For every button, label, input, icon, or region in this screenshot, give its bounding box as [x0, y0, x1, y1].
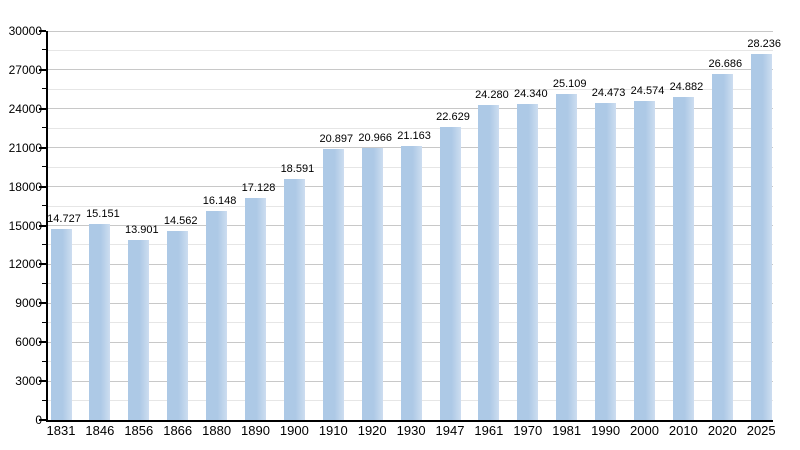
x-tick-label: 1930 [396, 423, 426, 438]
y-tick-label: 27000 [8, 62, 42, 77]
x-tick-label: 2010 [668, 423, 698, 438]
y-axis-major-tick [39, 341, 46, 344]
x-tick-label: 1900 [279, 423, 309, 438]
bar-2020 [711, 73, 733, 420]
bar-1856 [128, 239, 150, 420]
y-axis-major-tick [39, 146, 46, 149]
y-axis-minor-tick [42, 321, 46, 323]
plot-area [39, 30, 773, 422]
gridline-minor [48, 127, 773, 129]
gridline-major [48, 69, 773, 71]
bar-2000 [634, 101, 655, 420]
x-tick-label: 1846 [85, 423, 115, 438]
y-axis-major-tick [39, 302, 46, 305]
bar-1990 [595, 102, 617, 420]
y-axis-minor-tick [42, 127, 46, 129]
x-tick-label: 1866 [163, 423, 193, 438]
bar-1900 [283, 178, 305, 420]
x-tick-label: 1890 [241, 423, 270, 438]
bar-1961 [478, 105, 500, 420]
y-tick-label: 3000 [15, 374, 42, 389]
x-tick-label: 1961 [474, 423, 504, 438]
y-axis-minor-tick [42, 399, 46, 401]
x-tick-label: 2020 [707, 423, 737, 438]
y-tick-label: 12000 [8, 257, 42, 272]
x-tick-label: 1831 [46, 423, 76, 438]
x-tick-label: 1947 [435, 423, 465, 438]
y-tick-label: 21000 [8, 140, 42, 155]
y-axis-major-tick [39, 107, 46, 110]
bar-1910 [322, 149, 344, 420]
gridline-major [48, 108, 773, 110]
bar-1947 [439, 126, 461, 420]
bar-1890 [245, 197, 266, 420]
x-tick-label: 1920 [357, 423, 387, 438]
x-tick-label: 1910 [318, 423, 348, 438]
bar-1970 [517, 104, 539, 420]
y-tick-label: 24000 [8, 101, 42, 116]
bar-1930 [400, 145, 422, 420]
x-tick-label: 1880 [202, 423, 232, 438]
bar-2010 [672, 97, 694, 420]
y-axis-major-tick [39, 185, 46, 188]
gridline-major [48, 30, 773, 32]
y-axis-major-tick [39, 263, 46, 266]
y-axis-major-tick [39, 224, 46, 227]
x-tick-label: 2025 [746, 423, 776, 438]
bar-1846 [89, 223, 111, 420]
y-axis-minor-tick [42, 49, 46, 51]
x-tick-label: 2000 [630, 423, 659, 438]
y-axis-major-tick [39, 30, 46, 32]
y-axis-minor-tick [42, 282, 46, 284]
x-tick-label: 1990 [591, 423, 621, 438]
y-axis-minor-tick [42, 205, 46, 207]
bar-1880 [206, 210, 228, 420]
y-axis-major-tick [39, 419, 46, 421]
y-tick-label: 9000 [15, 296, 42, 311]
bar-1981 [556, 94, 578, 420]
y-axis-minor-tick [42, 360, 46, 362]
x-tick-label: 1981 [552, 423, 582, 438]
y-axis-minor-tick [42, 166, 46, 168]
bar-1831 [50, 229, 72, 420]
y-tick-label: 15000 [8, 218, 42, 233]
y-axis-major-tick [39, 380, 46, 383]
bar-1920 [361, 148, 383, 420]
y-tick-label: 0 [35, 413, 42, 427]
x-tick-label: 1970 [513, 423, 543, 438]
y-axis-major-tick [39, 68, 46, 71]
y-tick-label: 18000 [8, 179, 42, 194]
y-axis-minor-tick [42, 243, 46, 245]
bar-2025 [750, 53, 772, 420]
y-tick-label: 6000 [15, 335, 42, 350]
y-axis-minor-tick [42, 88, 46, 90]
gridline-minor [48, 49, 773, 51]
y-tick-label: 30000 [8, 24, 42, 38]
x-tick-label: 1856 [124, 423, 154, 438]
gridline-minor [48, 88, 773, 90]
bar-1866 [167, 231, 189, 420]
